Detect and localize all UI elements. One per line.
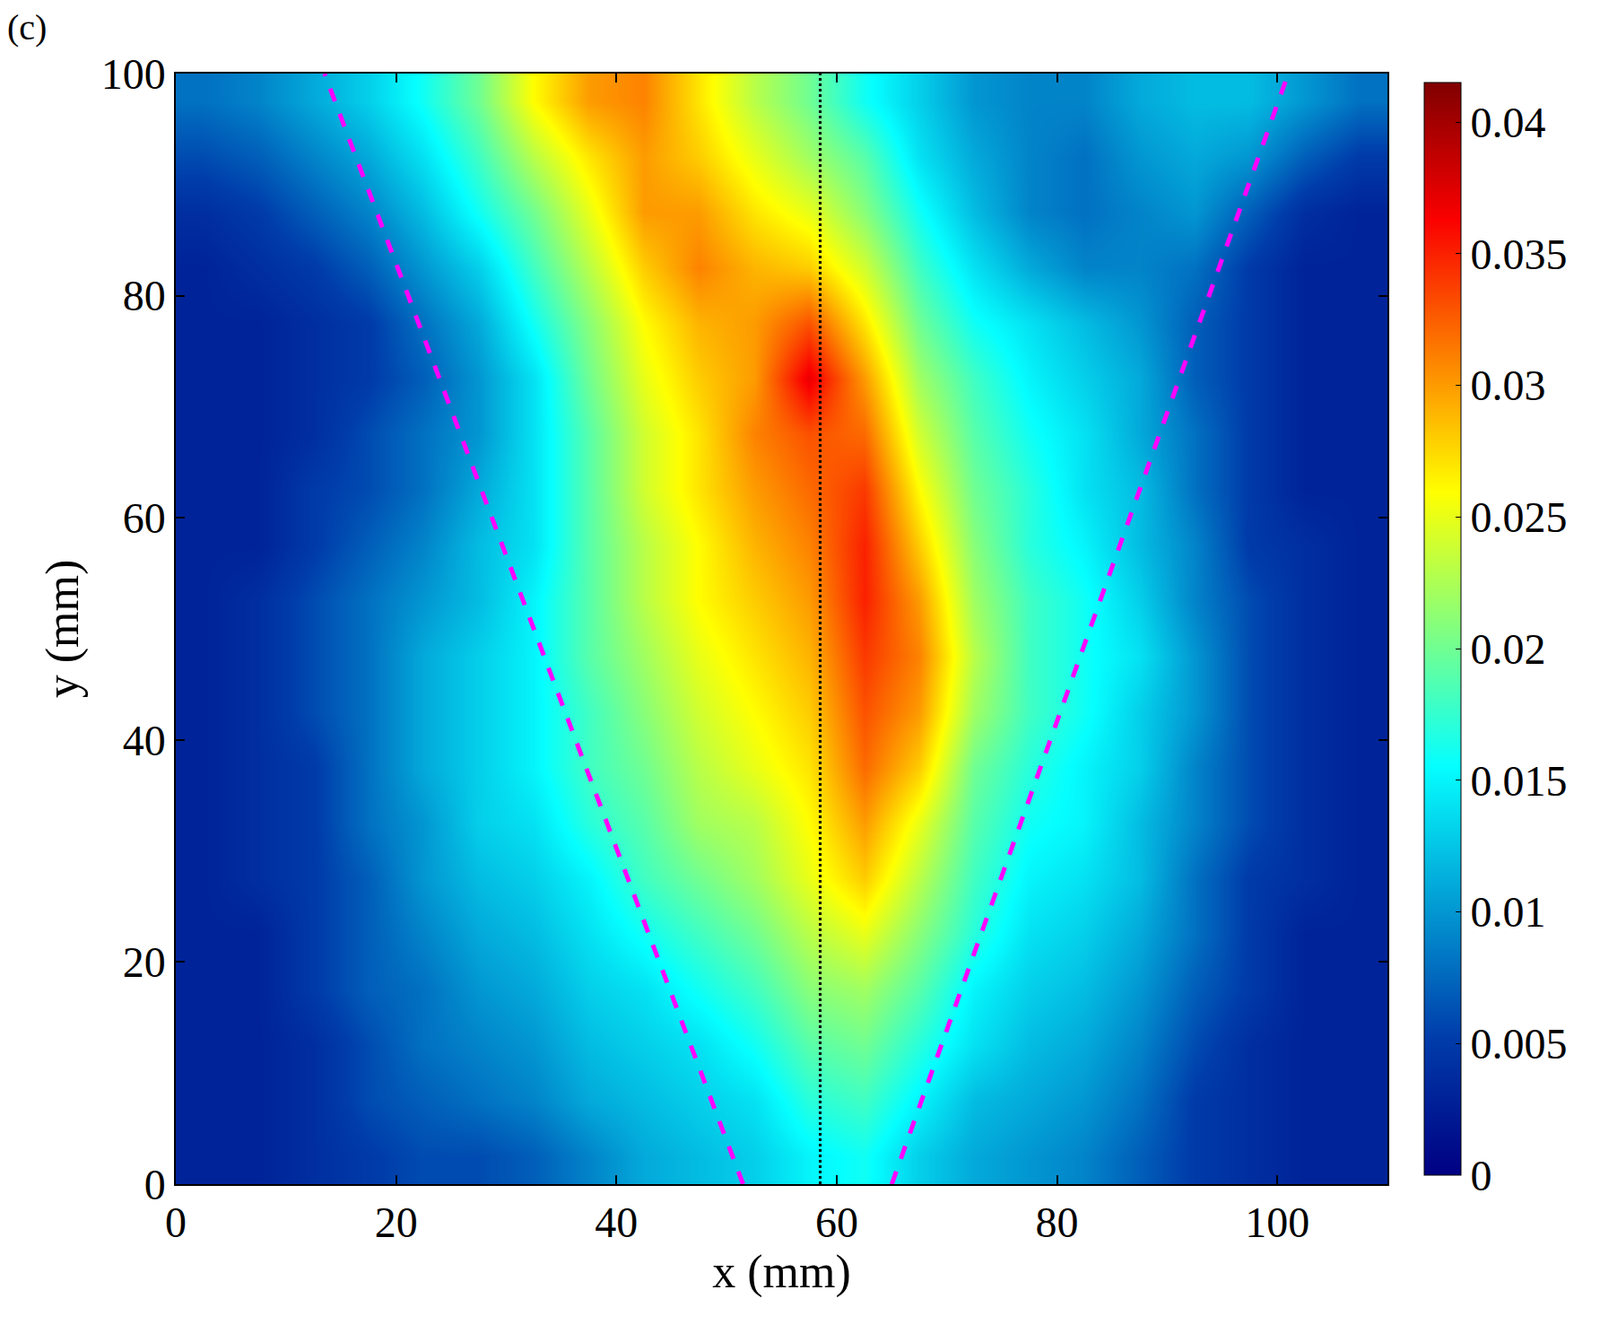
svg-text:20: 20 <box>122 938 166 986</box>
svg-text:40: 40 <box>122 716 166 765</box>
svg-text:0.015: 0.015 <box>1470 756 1568 805</box>
svg-text:0.035: 0.035 <box>1470 230 1568 279</box>
svg-text:40: 40 <box>594 1198 638 1246</box>
svg-text:0.03: 0.03 <box>1470 361 1547 409</box>
svg-text:y (mm): y (mm) <box>36 559 89 699</box>
svg-text:x (mm): x (mm) <box>712 1245 852 1298</box>
svg-text:0: 0 <box>144 1160 166 1209</box>
svg-text:80: 80 <box>1035 1198 1079 1246</box>
svg-text:20: 20 <box>374 1198 418 1246</box>
svg-text:60: 60 <box>122 494 166 542</box>
svg-text:(c): (c) <box>7 7 47 48</box>
svg-text:60: 60 <box>815 1198 859 1246</box>
svg-text:0: 0 <box>1470 1151 1493 1200</box>
svg-text:0.02: 0.02 <box>1470 625 1547 673</box>
svg-text:0.025: 0.025 <box>1470 493 1568 541</box>
svg-text:100: 100 <box>1244 1198 1310 1246</box>
svg-text:80: 80 <box>122 271 166 320</box>
svg-text:0.005: 0.005 <box>1470 1019 1568 1068</box>
svg-text:100: 100 <box>101 50 166 98</box>
svg-text:0.04: 0.04 <box>1470 98 1547 147</box>
svg-text:0: 0 <box>165 1198 187 1246</box>
svg-text:0.01: 0.01 <box>1470 887 1547 936</box>
